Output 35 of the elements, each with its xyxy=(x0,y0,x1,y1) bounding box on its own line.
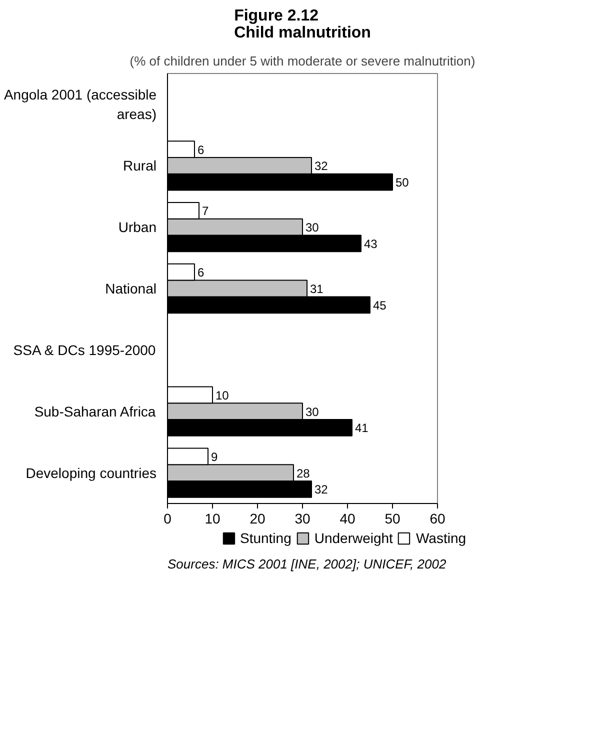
data-label: 6 xyxy=(198,142,204,157)
data-label: 32 xyxy=(314,482,328,497)
legend-label: Wasting xyxy=(416,530,466,546)
data-label: 9 xyxy=(211,450,218,464)
source-note: Sources: MICS 2001 [INE, 2002]; UNICEF, 2002 xyxy=(168,556,447,572)
data-label: 50 xyxy=(396,176,410,190)
y-tick-label: Sub-Saharan Africa xyxy=(34,403,156,420)
data-label: 45 xyxy=(373,298,387,312)
y-tick-label: Urban xyxy=(118,219,157,236)
data-label: 41 xyxy=(355,421,369,436)
chart-subtitle: (% of children under 5 with moderate or severe malnutrition) xyxy=(130,54,476,68)
data-label: 32 xyxy=(314,159,328,174)
x-tick-label: 10 xyxy=(204,510,220,526)
x-tick-label: 50 xyxy=(384,510,400,526)
data-label: 30 xyxy=(306,404,320,419)
data-label: 28 xyxy=(296,466,310,480)
y-tick-label: National xyxy=(105,280,157,296)
x-tick-label: 0 xyxy=(164,510,172,526)
y-tick-label: SSA & DCs 1995-2000 xyxy=(13,342,156,358)
x-tick-label: 60 xyxy=(430,510,446,526)
legend-label: Stunting xyxy=(240,530,292,546)
y-tick-label: Angola 2001 (accessible areas) xyxy=(4,86,157,122)
x-tick-label: 20 xyxy=(250,510,266,526)
x-tick-label: 40 xyxy=(340,510,356,526)
data-label: 10 xyxy=(216,388,230,402)
x-tick-label: 30 xyxy=(294,510,310,526)
data-label: 7 xyxy=(202,204,209,218)
chart-title: Figure 2.12 Child malnutrition xyxy=(234,8,371,42)
data-label: 30 xyxy=(306,220,320,235)
y-tick-label: Developing countries xyxy=(26,464,157,481)
legend-label: Underweight xyxy=(314,530,393,546)
y-tick-label: Rural xyxy=(123,158,157,174)
data-label: 6 xyxy=(198,266,204,280)
data-label: 31 xyxy=(310,282,324,296)
data-label: 43 xyxy=(364,236,378,251)
